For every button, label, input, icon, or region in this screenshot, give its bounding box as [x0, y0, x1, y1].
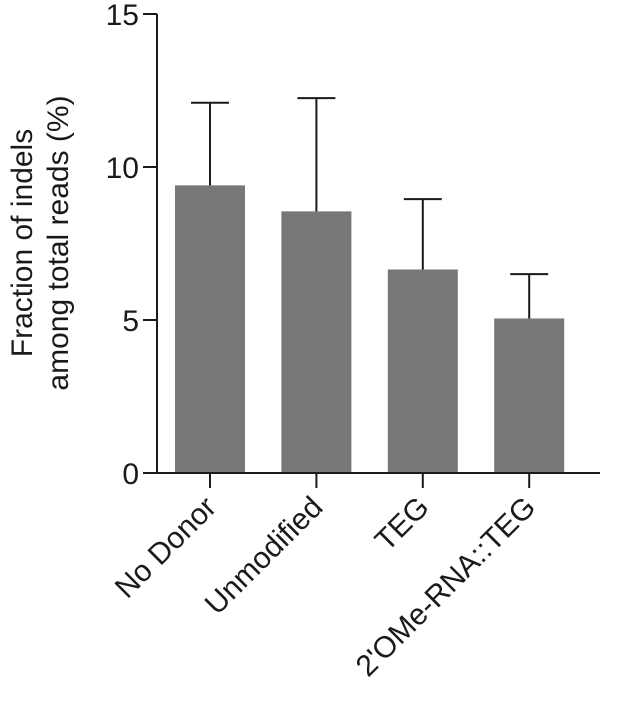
y-axis-title: Fraction of indels among total reads (%): [6, 95, 75, 390]
bar: [175, 185, 245, 474]
y-tick-label: 10: [106, 152, 139, 185]
bar: [494, 318, 565, 473]
y-ticks-group: 0 5 10 15: [106, 0, 157, 491]
bar: [281, 211, 352, 473]
bars-group: [175, 185, 565, 474]
x-tick-label: 2'OMe-RNA::TEG: [350, 491, 542, 683]
y-axis-title-line-2: among total reads (%): [42, 95, 75, 390]
error-bars-group: [191, 97, 549, 319]
bar: [387, 269, 458, 473]
y-tick-label: 5: [122, 305, 139, 338]
y-tick-label: 15: [106, 0, 139, 32]
x-tick-label: TEG: [369, 491, 436, 558]
x-tick-label: No Donor: [109, 491, 223, 605]
axes-group: [156, 14, 600, 488]
y-tick-label: 0: [122, 458, 139, 491]
y-axis-title-line-1: Fraction of indels: [6, 129, 39, 357]
